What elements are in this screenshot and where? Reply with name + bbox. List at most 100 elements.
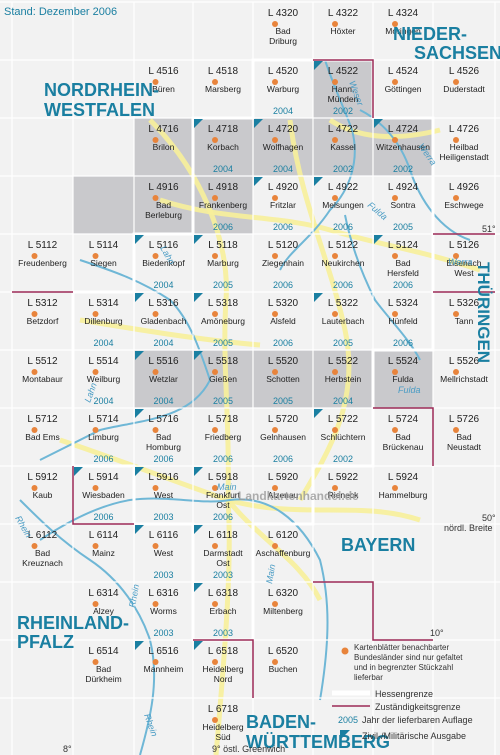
sheet-l5720: L 5720 Gelnhausen 2006 — [260, 414, 306, 464]
city-marker — [31, 543, 38, 549]
military-edition-marker — [194, 467, 203, 476]
military-edition-marker — [374, 119, 383, 128]
sheet-l5314: L 5314 Dillenburg 2004 — [84, 298, 123, 348]
sheet-year: 2002 — [333, 164, 353, 174]
city-marker — [152, 137, 159, 143]
sheet-year: 2002 — [333, 106, 353, 116]
sheet-l5312: L 5312 Betzdorf — [27, 298, 59, 326]
city-marker — [272, 79, 278, 85]
city-marker — [392, 253, 398, 259]
city-marker — [31, 369, 38, 375]
city-marker — [92, 427, 99, 433]
sheet-place: Ost — [216, 500, 230, 510]
sheet-id: L 5126 — [449, 240, 480, 251]
city-marker — [392, 311, 398, 317]
city-marker — [332, 137, 338, 143]
sheet-id: L 5526 — [449, 356, 480, 367]
military-edition-marker — [314, 61, 323, 70]
sheet-id: L 5916 — [148, 472, 179, 483]
city-marker — [92, 311, 99, 317]
sheet-place: Biedenkopf — [142, 258, 185, 268]
military-edition-marker — [314, 293, 323, 302]
sheet-place: Fritzlar — [270, 200, 296, 210]
state-labels: NIEDER- SACHSEN NORDRHEIN- WESTFALEN THÜ… — [17, 24, 500, 752]
sheet-l5712: L 5712 Bad Ems — [25, 414, 60, 442]
sheet-l6318: L 6318 Erbach 2003 — [194, 583, 239, 638]
city-marker — [212, 253, 218, 259]
military-edition-marker — [194, 583, 203, 592]
military-edition-marker — [194, 235, 203, 244]
sheet-place: Fulda — [392, 374, 414, 384]
lat-50-label: 50° — [482, 513, 496, 523]
sheet-id: L 4916 — [148, 182, 179, 193]
city-marker — [212, 137, 218, 143]
city-marker — [152, 253, 159, 259]
city-marker — [392, 427, 398, 433]
city-marker — [453, 195, 459, 201]
legend-note-line-1: Kartenblätter benachbarter — [354, 643, 450, 652]
city-marker — [453, 427, 459, 433]
sheet-l4322: L 4322 Höxter — [328, 8, 359, 36]
sheet-l4716: L 4716 Brilon — [148, 124, 179, 152]
watermark: Landkartenhandel.de — [238, 489, 359, 503]
city-marker — [332, 369, 338, 375]
sheet-year: 2004 — [213, 164, 233, 174]
sheet-place: Nord — [214, 674, 233, 684]
sheet-place: Heidelberg — [202, 664, 243, 674]
sheet-l4724: L 4724 Witzenhausen 2002 — [374, 119, 430, 174]
state-label-nrw-1: NORDRHEIN- — [44, 80, 159, 100]
sheet-id: L 5518 — [208, 356, 239, 367]
sheet-place: Erbach — [210, 606, 237, 616]
military-edition-marker — [135, 525, 144, 534]
sheet-l6320: L 6320 Miltenberg — [263, 588, 303, 616]
sheet-place: Hann. — [332, 84, 355, 94]
sheet-year: 2003 — [213, 628, 233, 638]
sheet-place: Amöneburg — [201, 316, 245, 326]
sheet-place: Heiligenstadt — [439, 152, 489, 162]
sheet-place: Berleburg — [145, 210, 182, 220]
city-marker — [152, 79, 159, 85]
sheet-id: L 6318 — [208, 588, 239, 599]
sheet-place: Limburg — [88, 432, 119, 442]
sheet-year: 2005 — [213, 338, 233, 348]
lon-8-label: 8° — [63, 744, 72, 754]
legend-year-label: Jahr der lieferbaren Auflage — [362, 715, 473, 725]
sheet-l4522: L 4522 Hann.Münden 2002 — [314, 61, 359, 116]
sheet-id: L 6120 — [268, 530, 299, 541]
sheet-place: Duderstadt — [443, 84, 485, 94]
sheet-year: 2005 — [333, 338, 353, 348]
sheet-l5320: L 5320 Alsfeld 2006 — [268, 298, 299, 348]
sheet-place: Marsberg — [205, 84, 241, 94]
sheet-l5520: L 5520 Schotten 2005 — [266, 356, 300, 406]
sheet-place: Heilbad — [450, 142, 479, 152]
military-edition-marker — [135, 293, 144, 302]
sheet-id: L 5116 — [149, 240, 179, 251]
sheet-place: West — [154, 548, 174, 558]
city-marker — [332, 427, 338, 433]
sheet-place: Gelnhausen — [260, 432, 306, 442]
sheet-place: Marburg — [207, 258, 239, 268]
sheet-id: L 4920 — [268, 182, 299, 193]
sheet-place: Frankenberg — [199, 200, 247, 210]
sheet-l5518: L 5518 Gießen 2005 — [194, 351, 239, 406]
sheet-place: Gladenbach — [141, 316, 187, 326]
sheet-id: L 4516 — [148, 66, 179, 77]
sheet-year: 2005 — [273, 396, 293, 406]
road — [287, 119, 352, 502]
military-edition-marker — [374, 235, 383, 244]
sheet-l4518: L 4518 Marsberg — [205, 66, 241, 94]
sheet-place: Büren — [152, 84, 175, 94]
sheet-year: 2006 — [273, 222, 293, 232]
sheet-year: 2006 — [273, 280, 293, 290]
river-label-fulda-south: Fulda — [398, 385, 421, 395]
sheet-id: L 5316 — [148, 298, 179, 309]
state-label-bayern: BAYERN — [341, 535, 415, 555]
sheet-l5526: L 5526 Mellrichstadt — [440, 356, 488, 384]
sheet-place: Aschaffenburg — [256, 548, 311, 558]
sheet-id: L 5112 — [28, 240, 58, 251]
